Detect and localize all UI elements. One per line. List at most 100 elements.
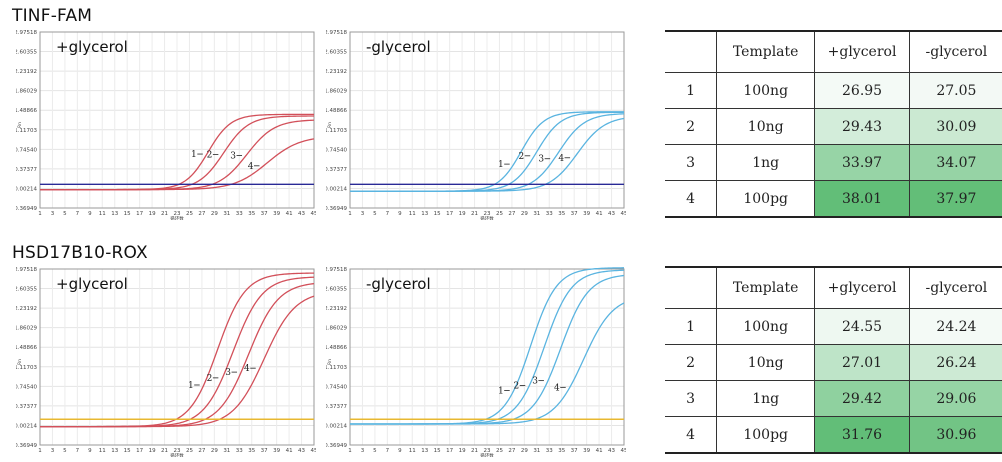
x-tick-label: 1 [348, 448, 352, 454]
ct-value-cell: 29.43 [814, 108, 910, 145]
y-tick-label: 1.11703 [16, 365, 37, 371]
x-tick-label: 35 [558, 448, 565, 454]
x-tick-label: 13 [111, 211, 118, 217]
ct-value-cell: 30.09 [908, 108, 1002, 145]
x-tick-label: 45 [621, 211, 627, 217]
x-tick-label: 37 [261, 448, 268, 454]
y-tick-label: -0.36949 [16, 443, 37, 449]
y-tick-label: 1.48866 [326, 108, 347, 114]
table-row: 3 1ng 29.42 29.06 [665, 380, 1002, 417]
row-index-cell: 4 [665, 180, 718, 218]
x-tick-label: 9 [88, 211, 92, 217]
y-tick-label: -0.36949 [326, 443, 347, 449]
table-header-row: Template +glycerol -glycerol [665, 30, 1002, 73]
curve-label-1: 1 [498, 160, 504, 170]
ct-value-cell: 33.97 [814, 144, 910, 181]
y-tick-label: 2.60355 [326, 287, 347, 293]
x-tick-label: 15 [434, 211, 441, 217]
y-tick-label: 2.60355 [16, 287, 37, 293]
x-axis-label: 循环数 [480, 452, 494, 457]
x-tick-label: 5 [373, 448, 377, 454]
x-tick-label: 43 [298, 448, 305, 454]
curve-label-2: 2 [207, 151, 213, 161]
x-tick-label: 5 [373, 211, 377, 217]
table-row: 1 100ng 24.55 24.24 [665, 308, 1002, 345]
amplification-curve-4 [350, 117, 625, 192]
ct-value-cell: 27.01 [814, 344, 910, 381]
x-tick-label: 13 [421, 448, 428, 454]
y-tick-label: 2.97518 [16, 267, 37, 273]
section-title-tinf-fam: TINF-FAM [12, 6, 93, 26]
table-header-cell [665, 30, 718, 73]
x-tick-label: 31 [223, 448, 230, 454]
x-tick-label: 29 [521, 448, 528, 454]
y-tick-label: 2.97518 [326, 267, 347, 273]
x-tick-label: 45 [621, 448, 627, 454]
x-tick-label: 17 [446, 211, 453, 217]
y-tick-label: 1.11703 [326, 365, 347, 371]
y-tick-label: 1.86029 [16, 326, 37, 332]
x-tick-label: 1 [38, 211, 42, 217]
y-tick-label: -0.36949 [326, 206, 347, 212]
x-tick-label: 41 [596, 448, 603, 454]
section-title-hsd17b10-rox: HSD17B10-ROX [12, 243, 148, 263]
x-tick-label: 23 [174, 448, 181, 454]
row-index-cell: 4 [665, 416, 718, 454]
x-tick-label: 27 [198, 448, 205, 454]
x-tick-label: 25 [496, 211, 503, 217]
x-tick-label: 33 [546, 448, 553, 454]
row-index-cell: 1 [665, 72, 718, 109]
x-tick-label: 21 [161, 211, 168, 217]
y-tick-label: 2.60355 [326, 50, 347, 56]
x-tick-label: 1 [38, 448, 42, 454]
amplification-curve-4 [350, 302, 625, 425]
plot-frame [349, 268, 625, 446]
ct-value-cell: 29.42 [814, 380, 910, 417]
y-tick-label: 2.23192 [326, 306, 347, 312]
x-tick-label: 15 [124, 211, 131, 217]
ct-value-cell: 24.24 [908, 308, 1002, 345]
y-tick-label: 2.60355 [16, 50, 37, 56]
x-tick-label: 3 [361, 448, 365, 454]
x-tick-label: 9 [88, 448, 92, 454]
ct-value-cell: 26.95 [814, 72, 910, 109]
row-index-cell: 2 [665, 344, 718, 381]
x-tick-label: 5 [63, 448, 67, 454]
ct-table-tinf-fam: Template +glycerol -glycerol 1 100ng 26.95 27.… [665, 30, 1002, 218]
template-cell: 1ng [716, 380, 816, 417]
x-tick-label: 9 [398, 448, 402, 454]
template-cell: 1ng [716, 144, 816, 181]
x-tick-label: 15 [124, 448, 131, 454]
x-tick-label: 13 [111, 448, 118, 454]
x-tick-label: 19 [149, 448, 156, 454]
x-tick-label: 7 [386, 448, 390, 454]
curve-label-2: 2 [518, 152, 524, 162]
y-tick-label: 0.74540 [16, 147, 37, 153]
x-tick-label: 31 [533, 211, 540, 217]
curve-label-2: 2 [207, 374, 213, 384]
x-axis-label: 循环数 [170, 452, 184, 457]
template-cell: 10ng [716, 344, 816, 381]
x-tick-label: 37 [571, 211, 578, 217]
x-tick-label: 27 [198, 211, 205, 217]
x-tick-label: 11 [99, 448, 106, 454]
x-tick-label: 33 [236, 448, 243, 454]
table-header-row: Template +glycerol -glycerol [665, 266, 1002, 309]
curve-label-1: 1 [498, 386, 504, 396]
x-tick-label: 41 [286, 448, 293, 454]
curve-label-4: 4 [244, 364, 250, 374]
plot-frame [39, 268, 315, 446]
x-axis-label: 循环数 [170, 215, 184, 220]
ct-value-cell: 34.07 [908, 144, 1002, 181]
x-tick-label: 45 [311, 448, 317, 454]
y-tick-label: 1.86029 [326, 326, 347, 332]
x-tick-label: 29 [211, 448, 218, 454]
x-tick-label: 3 [361, 211, 365, 217]
y-axis-label: Rn [17, 122, 23, 128]
template-cell: 100ng [716, 72, 816, 109]
amplification-curve-4 [40, 138, 315, 191]
y-axis-label: Rn [327, 122, 333, 128]
x-tick-label: 35 [248, 448, 255, 454]
template-cell: 100pg [716, 416, 816, 454]
ct-value-cell: 38.01 [814, 180, 910, 218]
